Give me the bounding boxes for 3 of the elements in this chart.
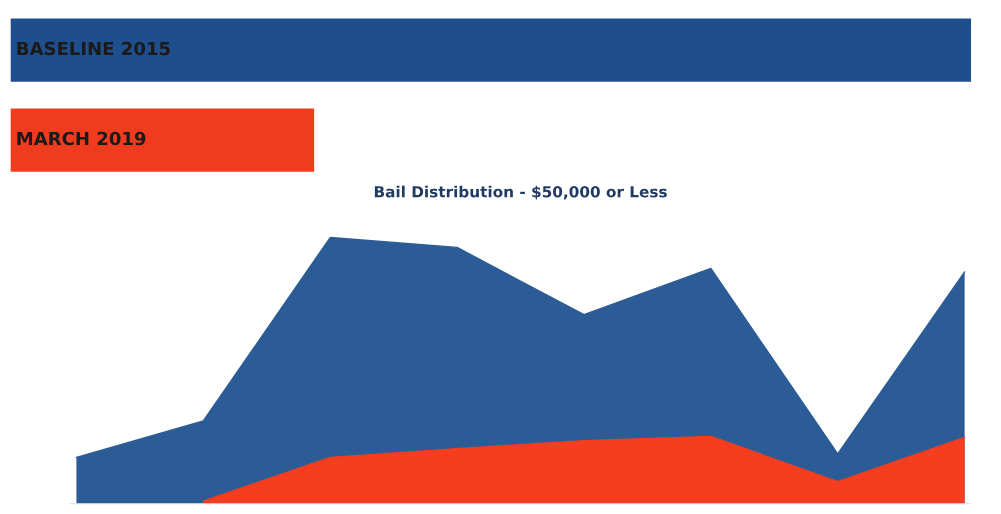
- y-tick-label: MARCH 2019: [17, 131, 146, 146]
- chart-title: Bail Distribution - $50,000 or Less: [374, 185, 667, 200]
- y-tick-label: BASELINE 2015: [17, 41, 170, 56]
